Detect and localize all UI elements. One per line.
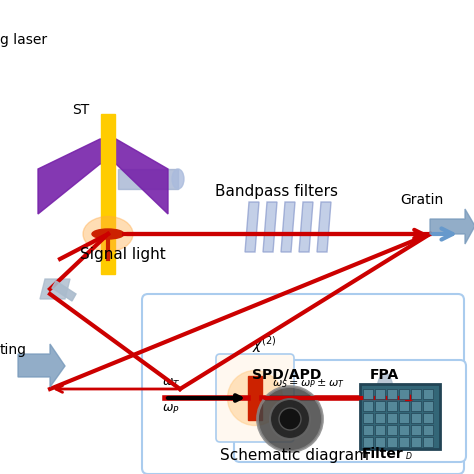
Ellipse shape <box>279 408 301 430</box>
Bar <box>423 425 433 435</box>
Ellipse shape <box>172 169 184 189</box>
Bar <box>363 389 373 399</box>
Bar <box>363 425 373 435</box>
Bar <box>399 425 409 435</box>
Bar <box>387 389 397 399</box>
Text: Gratin: Gratin <box>400 193 443 207</box>
Ellipse shape <box>257 386 322 452</box>
Bar <box>423 401 433 411</box>
Bar <box>399 401 409 411</box>
Text: FPA: FPA <box>370 368 399 382</box>
Text: wave: wave <box>0 63 37 77</box>
Polygon shape <box>40 279 70 299</box>
Text: g laser: g laser <box>0 33 47 47</box>
Polygon shape <box>118 169 178 189</box>
Polygon shape <box>263 202 277 252</box>
Bar <box>363 437 373 447</box>
Bar <box>101 114 115 274</box>
Bar <box>411 413 421 423</box>
Bar <box>375 389 385 399</box>
Bar <box>411 401 421 411</box>
Bar <box>411 389 421 399</box>
Bar <box>375 413 385 423</box>
Ellipse shape <box>92 229 124 239</box>
Text: ST: ST <box>72 103 89 117</box>
FancyBboxPatch shape <box>142 294 464 474</box>
Ellipse shape <box>228 371 283 426</box>
Bar <box>411 437 421 447</box>
Bar <box>387 425 397 435</box>
Bar <box>399 413 409 423</box>
Polygon shape <box>52 281 76 301</box>
Bar <box>375 425 385 435</box>
Polygon shape <box>281 202 295 252</box>
Text: Signal light: Signal light <box>80 247 166 262</box>
Polygon shape <box>18 344 65 387</box>
Bar <box>423 389 433 399</box>
Text: Filter: Filter <box>362 447 404 461</box>
Ellipse shape <box>83 217 133 252</box>
Bar <box>399 389 409 399</box>
Ellipse shape <box>270 399 310 439</box>
Text: $\chi^{(2)}$: $\chi^{(2)}$ <box>252 334 276 356</box>
Bar <box>363 413 373 423</box>
FancyBboxPatch shape <box>216 354 294 442</box>
Polygon shape <box>430 209 474 244</box>
Polygon shape <box>299 202 313 252</box>
Text: $_D$: $_D$ <box>405 451 413 463</box>
Polygon shape <box>317 202 331 252</box>
Bar <box>387 413 397 423</box>
Bar <box>423 413 433 423</box>
Text: $\omega_S=\omega_P \pm \omega_T$: $\omega_S=\omega_P \pm \omega_T$ <box>272 377 345 390</box>
Bar <box>399 437 409 447</box>
Bar <box>387 437 397 447</box>
Polygon shape <box>245 202 259 252</box>
Text: $\omega_T$: $\omega_T$ <box>162 377 181 390</box>
Text: Schematic diagram: Schematic diagram <box>220 448 369 463</box>
Text: $\omega_P$: $\omega_P$ <box>162 403 180 416</box>
FancyBboxPatch shape <box>234 360 466 462</box>
Bar <box>375 401 385 411</box>
Bar <box>423 437 433 447</box>
Bar <box>360 384 440 449</box>
Bar <box>248 376 262 420</box>
Bar <box>387 401 397 411</box>
Bar <box>363 401 373 411</box>
Bar <box>375 437 385 447</box>
Text: ting: ting <box>0 343 27 357</box>
Text: Bandpass filters: Bandpass filters <box>215 184 338 199</box>
Bar <box>411 425 421 435</box>
Ellipse shape <box>376 373 394 423</box>
Text: SPD/APD: SPD/APD <box>252 368 321 382</box>
Polygon shape <box>38 139 168 214</box>
